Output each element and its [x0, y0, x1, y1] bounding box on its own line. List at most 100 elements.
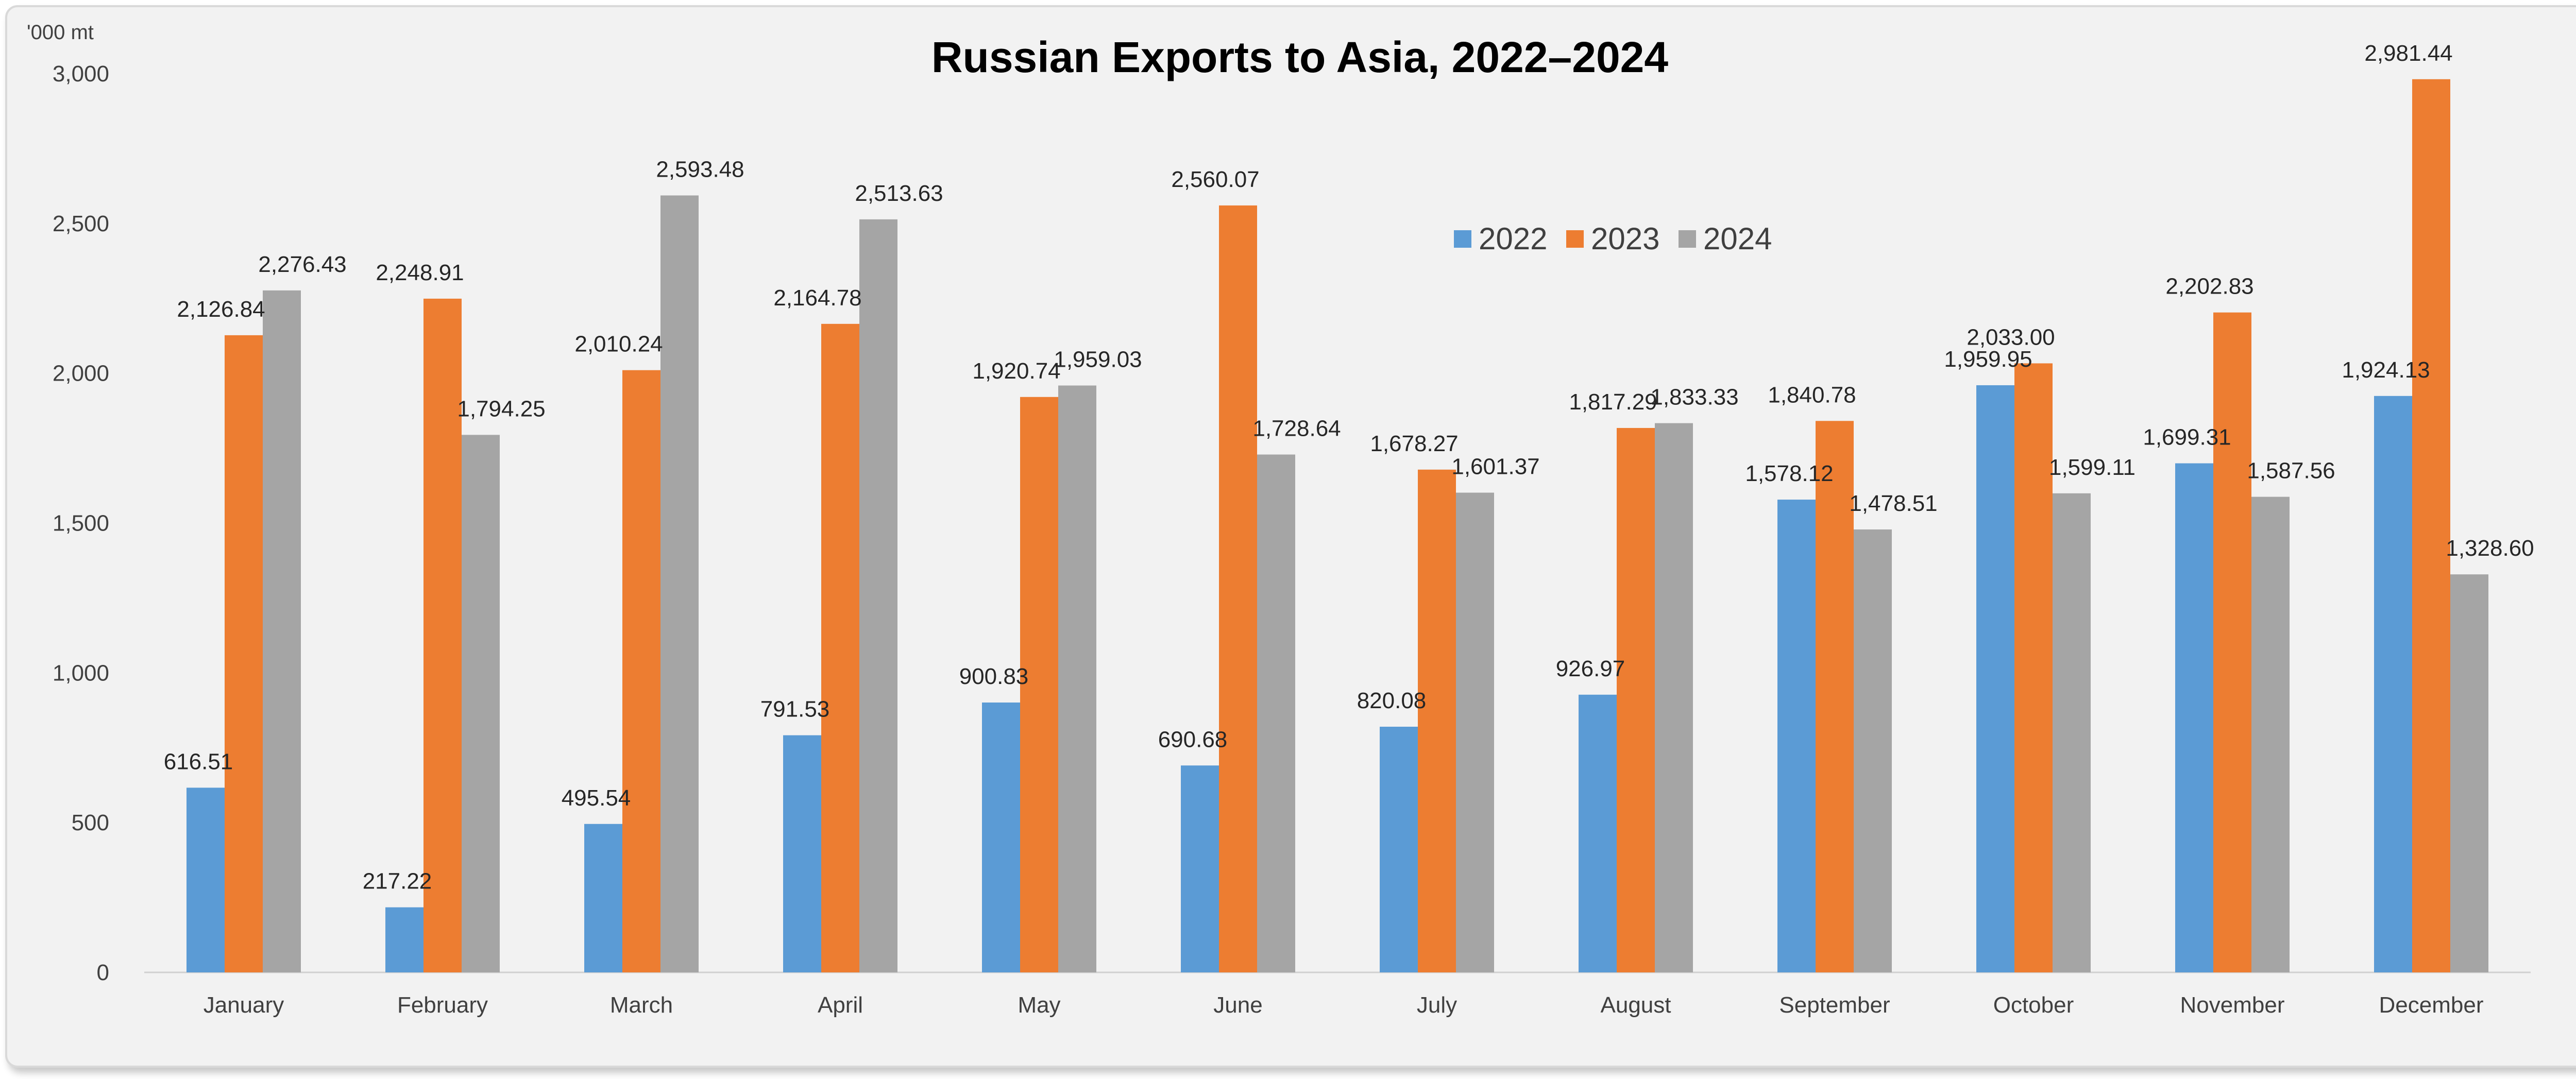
data-label: 791.53	[760, 697, 830, 722]
y-axis-unit-label: '000 mt	[27, 21, 94, 44]
data-label: 690.68	[1158, 727, 1228, 752]
y-tick-label: 3,000	[53, 61, 109, 87]
bar	[660, 195, 699, 973]
data-label: 2,202.83	[2165, 274, 2253, 299]
bar	[423, 298, 462, 972]
x-tick-label: March	[610, 992, 673, 1018]
data-label: 2,126.84	[177, 297, 265, 322]
y-tick-label: 500	[72, 810, 109, 835]
x-tick-label: August	[1601, 992, 1671, 1018]
data-label: 1,959.03	[1054, 347, 1142, 372]
bar	[2450, 574, 2488, 972]
legend: 2022 2023 2024	[1454, 221, 1772, 256]
x-tick-label: July	[1417, 992, 1457, 1018]
x-tick-label: September	[1779, 992, 1890, 1018]
x-tick-label: February	[397, 992, 488, 1018]
legend-label: 2023	[1591, 221, 1659, 256]
data-label: 1,728.64	[1252, 416, 1341, 441]
data-label: 820.08	[1357, 688, 1427, 713]
legend-swatch	[1679, 230, 1696, 248]
data-label: 217.22	[363, 869, 432, 894]
data-label: 1,794.25	[457, 396, 545, 421]
bar	[622, 370, 660, 972]
bar	[2014, 363, 2053, 972]
data-label: 1,599.11	[2049, 455, 2136, 480]
bar	[783, 735, 821, 972]
bar	[1617, 427, 1655, 972]
data-label: 926.97	[1556, 656, 1625, 681]
data-label: 1,833.33	[1650, 385, 1738, 410]
data-label: 1,959.95	[1944, 347, 2032, 372]
bar	[462, 435, 500, 972]
bar	[1219, 205, 1257, 973]
bar	[225, 335, 263, 972]
bars	[187, 79, 2488, 973]
data-label: 1,920.74	[972, 358, 1060, 384]
x-tick-label: January	[204, 992, 284, 1018]
data-label: 2,981.44	[2364, 41, 2452, 66]
data-label: 1,699.31	[2143, 425, 2231, 450]
data-label: 2,010.24	[574, 332, 663, 357]
data-label: 1,478.51	[1849, 491, 1937, 516]
y-axis-ticks: 0 500 1,000 1,500 2,000 2,500 3,000	[53, 61, 109, 985]
bar	[187, 787, 225, 972]
bar	[2251, 496, 2290, 972]
bar	[1418, 469, 1456, 972]
data-label: 2,513.63	[855, 181, 943, 206]
y-tick-label: 1,500	[53, 511, 109, 536]
bar	[821, 323, 859, 973]
bar	[1655, 423, 1693, 972]
bar	[1456, 492, 1494, 972]
data-labels: 616.51 2,126.84 2,276.43 217.22 2,248.91 1,79…	[164, 41, 2534, 894]
x-tick-label: October	[1993, 992, 2074, 1018]
data-label: 495.54	[562, 785, 631, 811]
x-tick-label: June	[1213, 992, 1262, 1018]
legend-swatch	[1454, 230, 1471, 248]
bar	[1380, 726, 1418, 972]
legend-label: 2022	[1479, 221, 1547, 256]
bar	[1020, 397, 1058, 973]
bar	[1854, 529, 1892, 972]
bar	[859, 219, 897, 972]
data-label: 1,817.29	[1569, 389, 1657, 415]
chart-title: Russian Exports to Asia, 2022–2024	[931, 33, 1669, 81]
bar	[1579, 694, 1617, 972]
data-label: 1,328.60	[2446, 536, 2534, 561]
bar	[1777, 500, 1816, 972]
bar	[2374, 396, 2412, 972]
bar	[2412, 79, 2450, 972]
legend-label: 2024	[1703, 221, 1772, 256]
x-tick-label: December	[2379, 992, 2484, 1018]
x-tick-label: May	[1018, 992, 1060, 1018]
bar	[2175, 463, 2213, 972]
bar	[1257, 454, 1295, 972]
bar	[2053, 493, 2091, 972]
y-tick-label: 0	[97, 960, 109, 985]
x-axis-ticks: January February March April May June July Augu…	[204, 992, 2484, 1018]
bar	[1181, 765, 1219, 972]
y-tick-label: 2,000	[53, 361, 109, 386]
data-label: 1,578.12	[1745, 461, 1833, 486]
y-tick-label: 1,000	[53, 660, 109, 686]
data-label: 1,924.13	[2342, 357, 2430, 383]
legend-swatch	[1566, 230, 1584, 248]
bar	[2213, 312, 2251, 972]
data-label: 2,593.48	[656, 157, 744, 182]
x-tick-label: April	[818, 992, 863, 1018]
bar	[1976, 385, 2014, 972]
data-label: 2,164.78	[773, 285, 861, 311]
data-label: 2,248.91	[376, 260, 464, 285]
data-label: 2,276.43	[258, 252, 346, 277]
data-label: 2,560.07	[1171, 167, 1259, 192]
bar	[1058, 385, 1096, 972]
y-tick-label: 2,500	[53, 211, 109, 236]
bar	[385, 907, 423, 972]
data-label: 616.51	[164, 749, 233, 774]
data-label: 1,601.37	[1451, 454, 1539, 479]
bar	[584, 824, 622, 972]
x-tick-label: November	[2180, 992, 2285, 1018]
data-label: 1,678.27	[1370, 431, 1458, 456]
data-label: 2,033.00	[1967, 324, 2055, 350]
bar	[263, 290, 301, 973]
